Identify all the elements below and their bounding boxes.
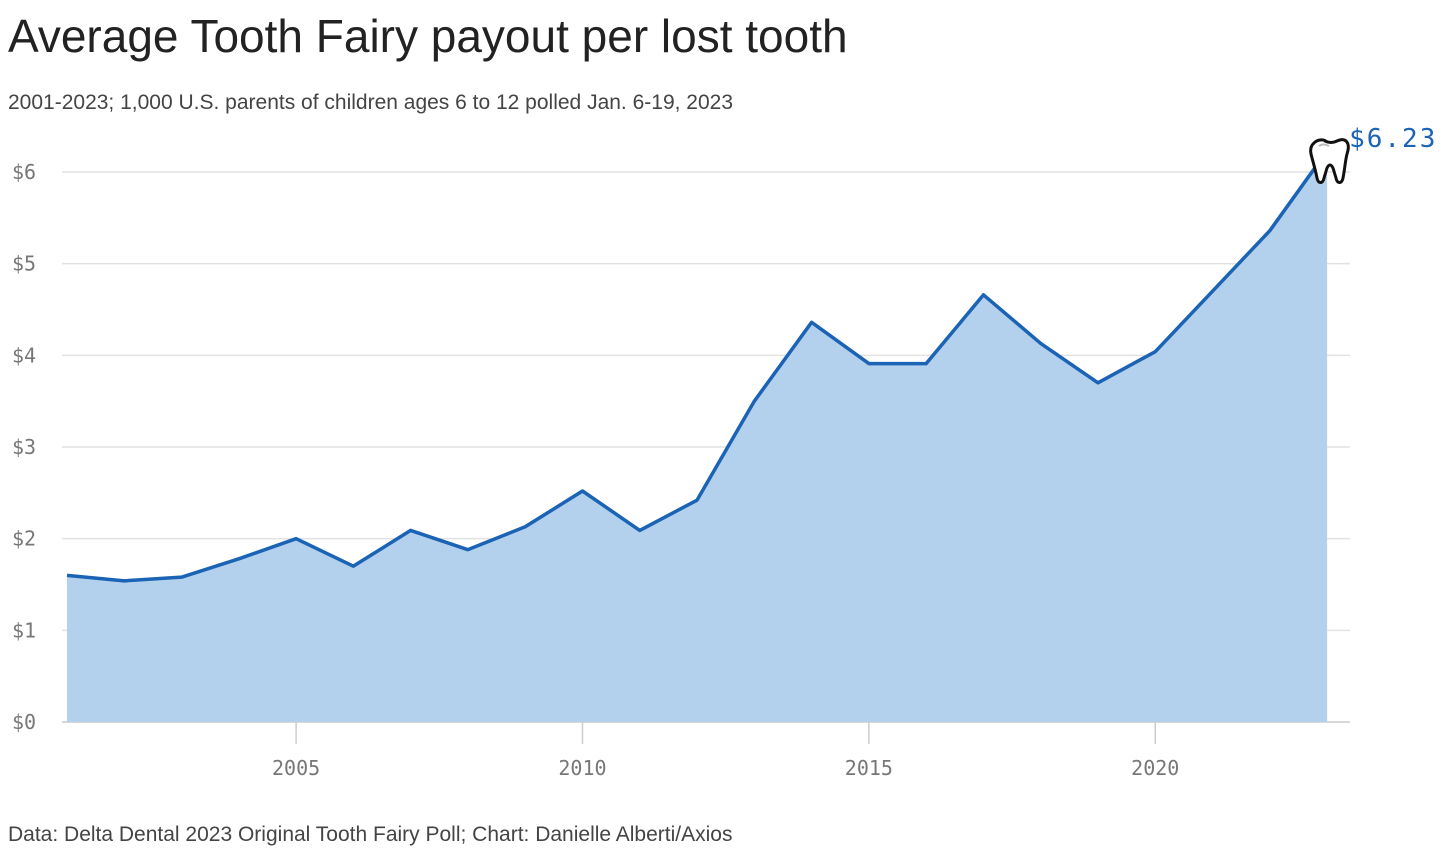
x-tick-label: 2010 (558, 756, 606, 780)
x-tick-label: 2005 (272, 756, 320, 780)
plot-area: $0 $1 $2 $3 $4 $5 $6 2005 2010 2015 2020 $6.23 (12, 124, 1437, 780)
y-tick-label: $1 (12, 618, 36, 642)
y-tick-label: $4 (12, 343, 36, 367)
chart-title: Average Tooth Fairy payout per lost toot… (8, 10, 848, 62)
area (67, 150, 1328, 722)
y-tick-label: $2 (12, 527, 36, 551)
annotation: $6.23 (1349, 124, 1437, 154)
x-tick-label: 2020 (1131, 756, 1179, 780)
source: Data: Delta Dental 2023 Original Tooth F… (8, 823, 732, 846)
y-tick-label: $0 (12, 710, 36, 734)
y-tick-label: $6 (12, 160, 36, 184)
chart-subtitle: 2001-2023; 1,000 U.S. parents of childre… (8, 91, 733, 114)
line (66, 149, 1329, 583)
y-tick-label: $3 (12, 435, 36, 459)
tooth-icon (1309, 138, 1350, 184)
y-tick-label: $5 (12, 252, 36, 276)
x-tick-label: 2015 (845, 756, 893, 780)
